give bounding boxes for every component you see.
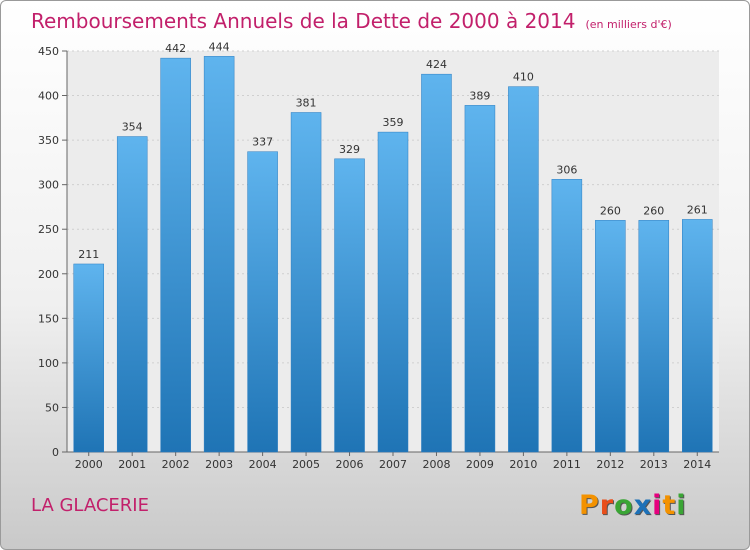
y-tick-label: 450 [38,45,59,58]
logo-letter: i [676,490,687,521]
bar-2005[interactable] [290,112,322,453]
logo-letter: r [599,490,615,521]
commune-name: LA GLACERIE [31,495,149,516]
bar-layer [73,56,713,453]
logo-letter: o [614,490,634,521]
data-label: 389 [469,89,490,102]
y-tick-label: 250 [38,223,59,236]
bar-2008[interactable] [421,73,452,453]
bar-2014[interactable] [682,219,713,453]
chart-title: Remboursements Annuels de la Dette de 20… [31,9,576,33]
bar-2011[interactable] [551,179,583,453]
proxiti-logo[interactable]: Proxiti [579,490,687,521]
bar-2009[interactable] [464,105,496,453]
bar-2007[interactable] [377,131,409,453]
x-tick-label: 2007 [379,458,407,471]
x-tick-label: 2004 [249,458,277,471]
bar-2010[interactable] [508,86,539,453]
logo-letter: t [662,490,677,521]
x-tick-label: 2002 [162,458,190,471]
bar-2006[interactable] [334,158,365,453]
bar-2002[interactable] [160,57,191,453]
y-tick-label: 300 [38,179,59,192]
y-tick-label: 150 [38,312,59,325]
bar-chart: 0 50 100 150 200 250 300 350 400 450 2000 2001 2002 2… [38,40,719,471]
x-tick-label: 2001 [118,458,146,471]
x-tick-label: 2006 [336,458,364,471]
x-tick-label: 2003 [205,458,233,471]
logo-letter: x [633,490,653,521]
data-label: 354 [122,121,143,134]
bar-2003[interactable] [203,56,235,453]
data-label: 410 [513,71,534,84]
bar-2000[interactable] [73,263,104,453]
data-label: 381 [296,96,317,109]
chart-unit: (en milliers d'€) [585,18,672,31]
label-layer: 211 354 442 444 337 381 329 359 424 389 410 306 260 2… [78,40,708,261]
y-tick-label: 350 [38,134,59,147]
data-label: 444 [209,40,230,53]
data-label: 260 [643,204,664,217]
data-label: 359 [383,116,404,129]
data-label: 424 [426,58,447,71]
data-label: 442 [165,42,186,55]
x-tick-label: 2005 [292,458,320,471]
bar-2004[interactable] [247,151,278,453]
logo-letter: P [579,490,600,521]
y-tick-label: 100 [38,357,59,370]
data-label: 261 [687,203,708,216]
bar-2012[interactable] [595,220,626,453]
x-tick-label: 2011 [553,458,581,471]
y-tick-label: 400 [38,90,59,103]
x-tick-label: 2013 [640,458,668,471]
data-label: 260 [600,204,621,217]
x-tick-label: 2014 [683,458,711,471]
data-label: 306 [556,163,577,176]
logo-letter: i [652,490,663,521]
y-tick-label: 50 [45,401,59,414]
x-tick-label: 2012 [596,458,624,471]
bar-2013[interactable] [638,220,670,453]
x-tick-label: 2008 [422,458,450,471]
x-tick-label: 2000 [75,458,103,471]
bar-2001[interactable] [116,136,148,453]
x-tick-label: 2010 [509,458,537,471]
x-tick-label: 2009 [466,458,494,471]
y-tick-label: 0 [52,446,59,459]
y-tick-label: 200 [38,268,59,281]
data-label: 329 [339,143,360,156]
data-label: 211 [78,248,99,261]
data-label: 337 [252,136,273,149]
title-row: Remboursements Annuels de la Dette de 20… [31,9,672,33]
